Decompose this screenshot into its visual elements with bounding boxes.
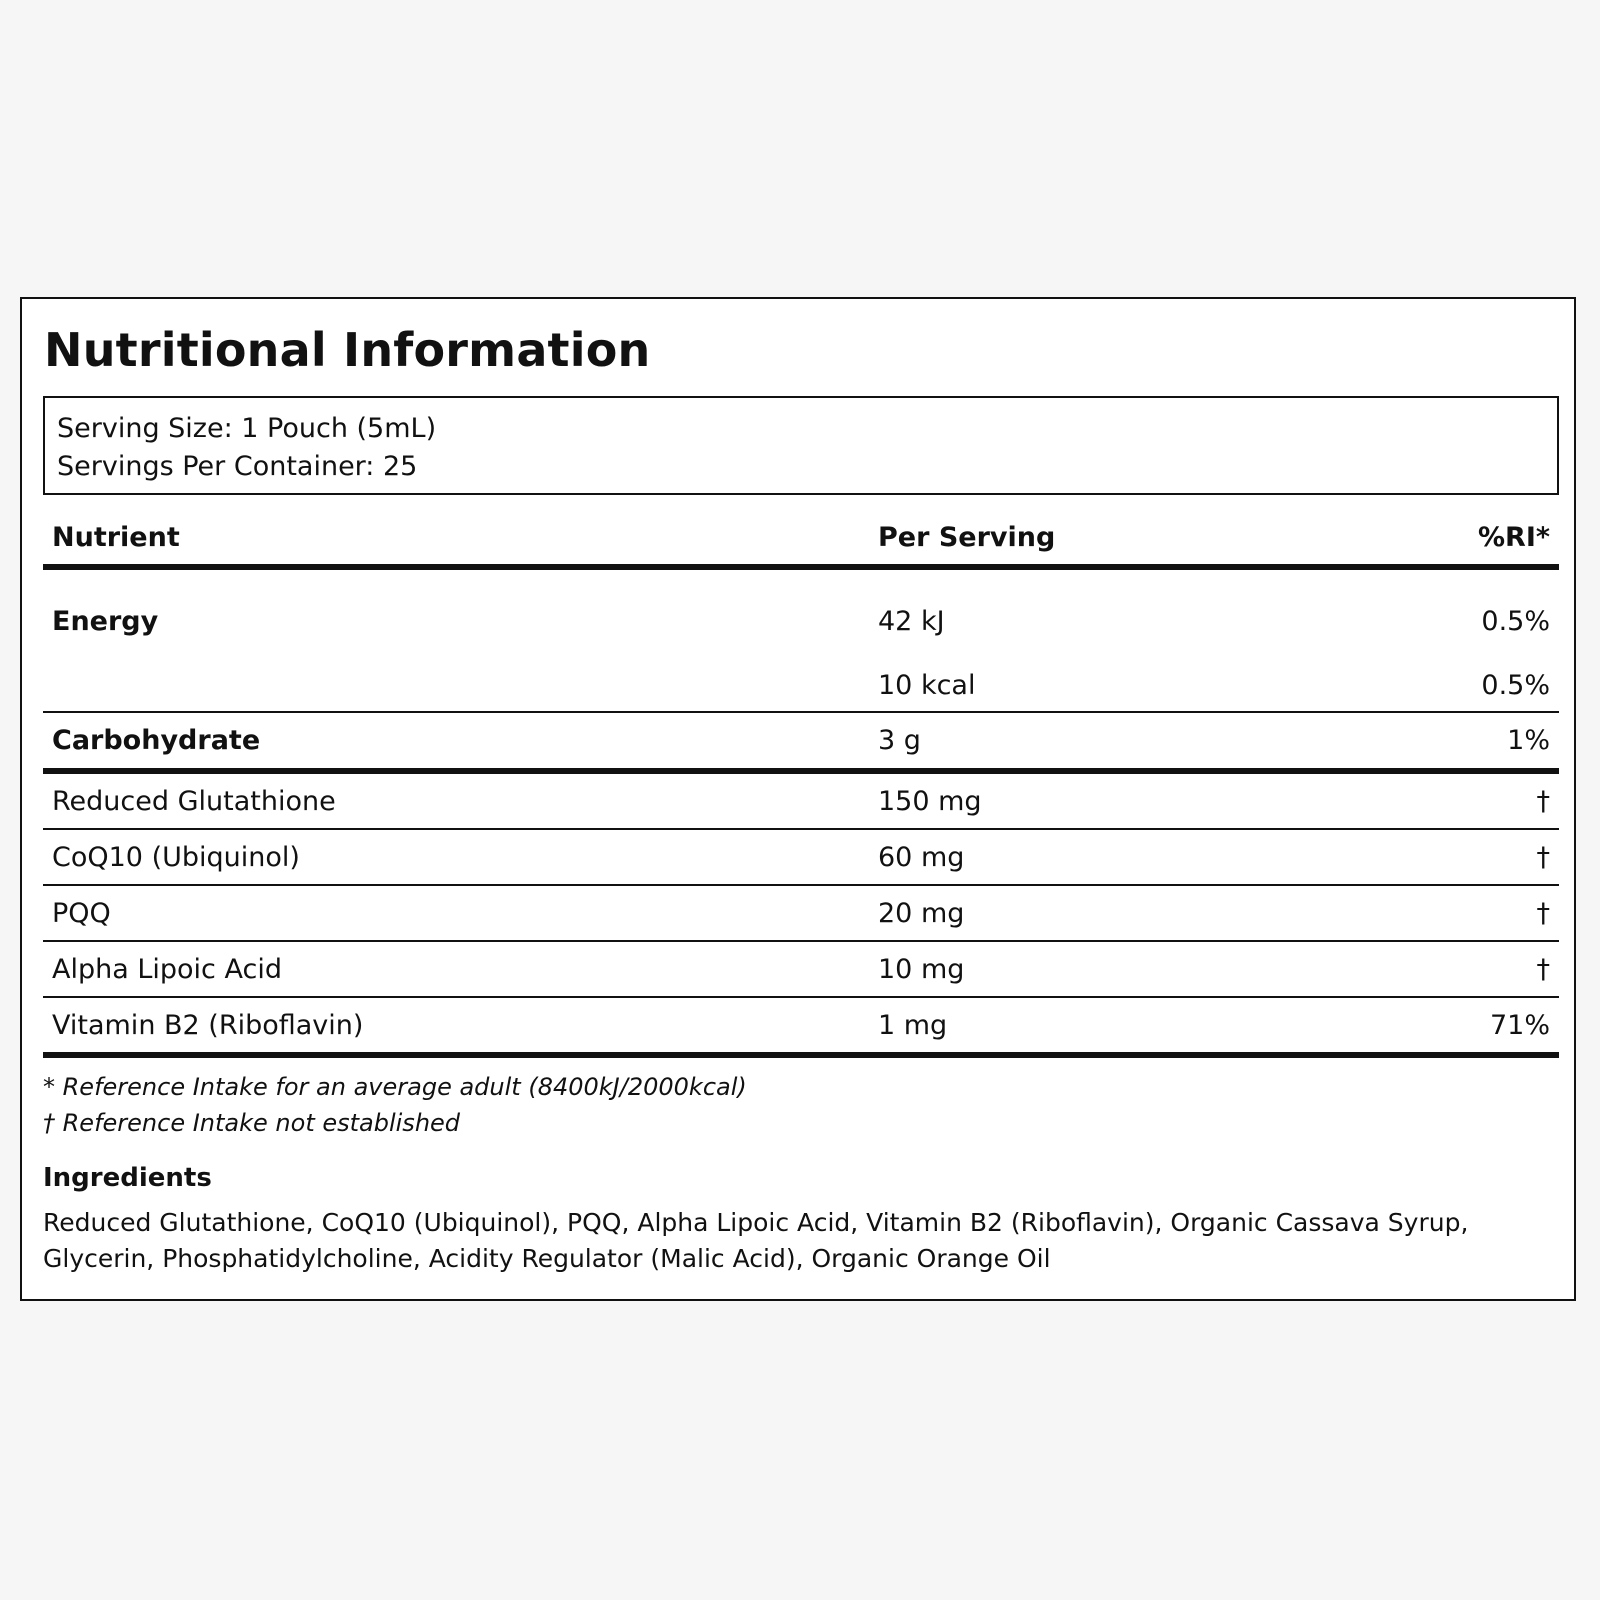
nutrient-ri: † <box>1319 941 1559 998</box>
nutrient-amount: 1 mg <box>869 997 1319 1058</box>
nutrient-ri: 71% <box>1319 997 1559 1058</box>
table-row: 10 kcal 0.5% <box>43 659 1559 713</box>
table-row: PQQ 20 mg † <box>43 885 1559 942</box>
table-row: Carbohydrate 3 g 1% <box>43 712 1559 774</box>
nutrient-amount: 3 g <box>869 712 1319 774</box>
nutrient-amount: 60 mg <box>869 829 1319 886</box>
column-header-nutrient: Nutrient <box>43 510 869 570</box>
nutrition-label-panel: Nutritional Information Serving Size: 1 … <box>20 297 1576 1301</box>
nutrient-name: Alpha Lipoic Acid <box>43 941 869 998</box>
nutrient-ri: 1% <box>1319 712 1559 774</box>
table-row: Energy 42 kJ 0.5% <box>43 567 1559 659</box>
nutrient-name: CoQ10 (Ubiquinol) <box>43 829 869 886</box>
nutrient-name: PQQ <box>43 885 869 942</box>
ingredients-list: Reduced Glutathione, CoQ10 (Ubiquinol), … <box>43 1208 1469 1273</box>
table-row: CoQ10 (Ubiquinol) 60 mg † <box>43 829 1559 886</box>
column-header-ri: %RI* <box>1319 510 1559 570</box>
table-row: Reduced Glutathione 150 mg † <box>43 771 1559 830</box>
footnote-reference-intake: * Reference Intake for an average adult … <box>43 1073 747 1101</box>
nutrient-ri: † <box>1319 885 1559 942</box>
nutrient-amount: 10 mg <box>869 941 1319 998</box>
nutrient-amount: 150 mg <box>869 771 1319 830</box>
nutrient-ri: † <box>1319 829 1559 886</box>
nutrient-name: Energy <box>52 606 159 637</box>
nutrient-name: Reduced Glutathione <box>43 771 869 830</box>
nutrient-ri: † <box>1319 771 1559 830</box>
nutrient-amount: 10 kcal <box>869 659 1319 713</box>
footnotes: * Reference Intake for an average adult … <box>43 1069 747 1141</box>
nutrient-ri: 0.5% <box>1481 606 1550 637</box>
table-header-row: Nutrient Per Serving %RI* <box>43 510 1559 570</box>
label-title: Nutritional Information <box>44 323 651 377</box>
footnote-not-established: † Reference Intake not established <box>43 1109 461 1137</box>
table-row: Vitamin B2 (Riboflavin) 1 mg 71% <box>43 997 1559 1058</box>
nutrient-name: Carbohydrate <box>43 712 869 774</box>
nutrient-ri: 0.5% <box>1319 659 1559 713</box>
serving-size: Serving Size: 1 Pouch (5mL) <box>57 413 437 444</box>
serving-info-box: Serving Size: 1 Pouch (5mL) Servings Per… <box>43 396 1559 495</box>
column-header-per-serving: Per Serving <box>869 510 1319 570</box>
nutrient-table: Nutrient Per Serving %RI* Energy 42 kJ 0… <box>43 510 1559 1058</box>
nutrient-amount: 20 mg <box>869 885 1319 942</box>
nutrient-amount: 42 kJ <box>878 606 945 637</box>
ingredients-heading: Ingredients <box>43 1163 212 1193</box>
table-row: Alpha Lipoic Acid 10 mg † <box>43 941 1559 998</box>
nutrient-name: Vitamin B2 (Riboflavin) <box>43 997 869 1058</box>
servings-per-container: Servings Per Container: 25 <box>57 451 418 482</box>
nutrient-name <box>43 659 869 713</box>
